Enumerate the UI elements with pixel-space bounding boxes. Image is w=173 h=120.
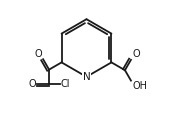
Text: O: O bbox=[132, 49, 140, 59]
Text: O: O bbox=[35, 49, 43, 59]
Text: OH: OH bbox=[132, 81, 147, 91]
Text: N: N bbox=[83, 72, 90, 82]
Text: O: O bbox=[29, 79, 37, 89]
Text: Cl: Cl bbox=[61, 79, 70, 89]
